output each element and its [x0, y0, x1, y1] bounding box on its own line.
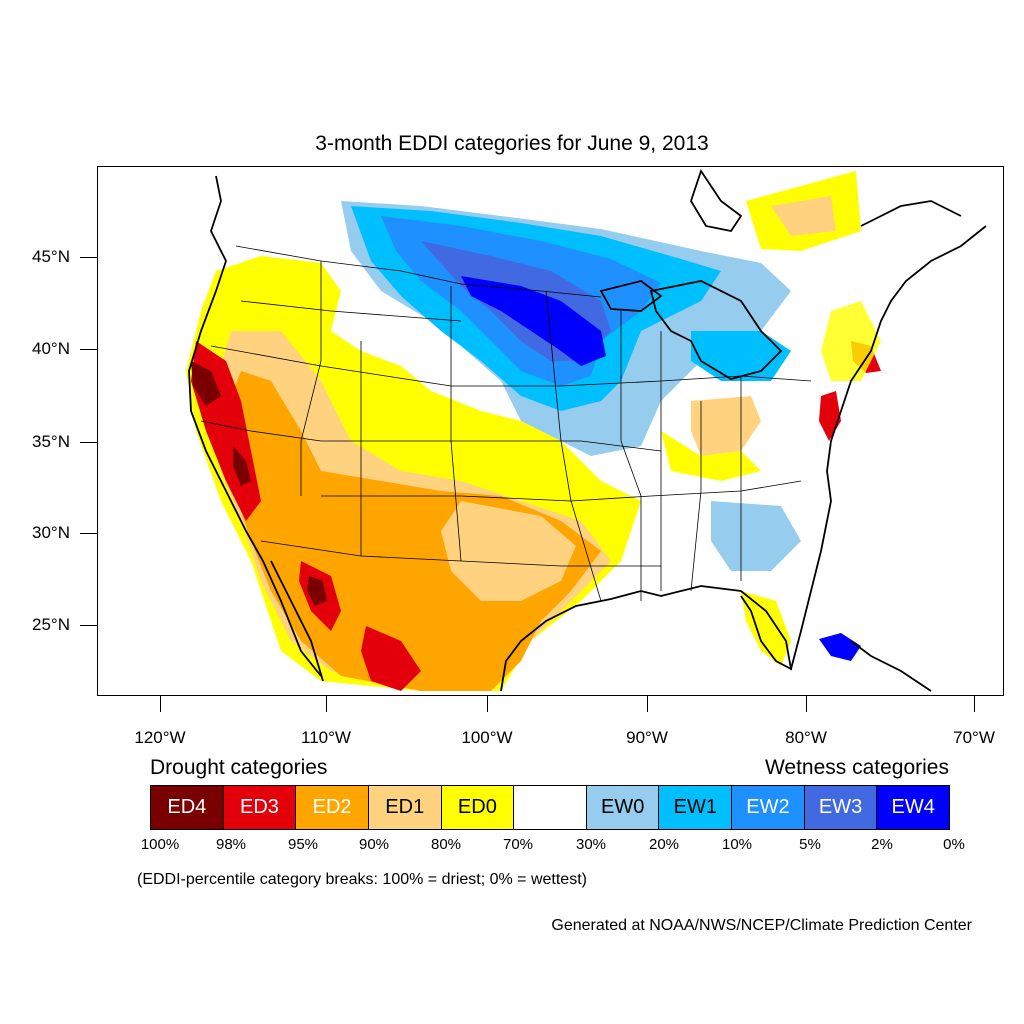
pct-label: 100%: [140, 836, 180, 853]
eddi-map-canvas: [186, 168, 987, 692]
lon-tick: [647, 696, 648, 712]
pct-label: 70%: [502, 836, 534, 853]
dry-region-quebec-ed1: [771, 196, 836, 236]
pct-label: 20%: [648, 836, 680, 853]
lat-label-25: 25°N: [32, 615, 70, 634]
dry-region-ed4-sierra: [233, 446, 251, 486]
legend-ed3: ED3: [223, 786, 297, 829]
lon-label-100: 100°W: [461, 728, 513, 747]
pct-label: 95%: [287, 836, 319, 853]
dry-region-ed1-texas: [441, 501, 576, 601]
lon-tick: [806, 696, 807, 712]
wetness-heading: Wetness categories: [764, 756, 949, 779]
lon-tick: [487, 696, 488, 712]
drought-heading: Drought categories: [150, 756, 328, 779]
lat-tick: [80, 349, 97, 350]
dry-region-ed0-newengland: [821, 301, 881, 381]
credit-line: Generated at NOAA/NWS/NCEP/Climate Predi…: [551, 917, 972, 934]
lon-label-70: 70°W: [953, 728, 995, 747]
lat-label-45: 45°N: [32, 247, 70, 266]
state-boundaries: [200, 245, 812, 602]
legend-ew3: EW3: [804, 786, 878, 829]
legend-normal: [514, 786, 587, 829]
lon-label-80: 80°W: [785, 728, 827, 747]
lat-tick: [80, 625, 97, 626]
lat-tick: [80, 533, 97, 534]
pct-label: 5%: [799, 836, 821, 853]
legend-bar: ED4 ED3 ED2 ED1 ED0 EW0 EW1 EW2 EW3 EW4: [150, 785, 950, 830]
legend-ew0: EW0: [586, 786, 660, 829]
dry-region-ed3-chihuahua: [361, 626, 421, 691]
coastlines: [188, 168, 987, 692]
percentile-note: (EDDI-percentile category breaks: 100% =…: [137, 871, 587, 888]
pct-label: 0%: [943, 836, 965, 853]
eddi-map: [97, 166, 1004, 696]
pct-label: 10%: [721, 836, 753, 853]
legend-ed1: ED1: [368, 786, 442, 829]
dry-region-florida: [741, 591, 791, 666]
lon-label-120: 120°W: [134, 728, 186, 747]
pct-label: 2%: [871, 836, 893, 853]
lat-tick: [80, 442, 97, 443]
legend-ew2: EW2: [732, 786, 805, 829]
lon-tick: [160, 696, 161, 712]
wet-region-caribbean: [819, 633, 861, 661]
legend-ew1: EW1: [659, 786, 733, 829]
wet-region-southeast: [711, 501, 801, 571]
wet-region-ew4: [461, 276, 606, 366]
dry-region-ohio-ed0: [661, 431, 761, 481]
lon-label-110: 110°W: [301, 728, 351, 747]
pct-label: 30%: [575, 836, 607, 853]
legend-ew4: EW4: [877, 786, 950, 829]
lat-tick: [80, 257, 97, 258]
lat-label-40: 40°N: [32, 339, 70, 358]
lon-tick: [326, 696, 327, 712]
dry-region-ed4-california: [191, 361, 221, 406]
map-title: 3-month EDDI categories for June 9, 2013: [315, 132, 709, 155]
lon-tick: [974, 696, 975, 712]
pct-label: 98%: [215, 836, 247, 853]
pct-label: 90%: [358, 836, 390, 853]
legend-ed0: ED0: [441, 786, 515, 829]
legend-ed2: ED2: [296, 786, 369, 829]
dry-region-ed3-eastcoast: [819, 391, 841, 441]
dry-region-ed4-sonora: [307, 576, 327, 606]
lat-label-35: 35°N: [32, 432, 70, 451]
dry-region-ohio: [691, 396, 761, 456]
legend-ed4: ED4: [151, 786, 224, 829]
pct-label: 80%: [430, 836, 462, 853]
wet-region-ew1-michigan: [691, 331, 791, 381]
lat-label-30: 30°N: [32, 523, 70, 542]
lon-label-90: 90°W: [626, 728, 668, 747]
